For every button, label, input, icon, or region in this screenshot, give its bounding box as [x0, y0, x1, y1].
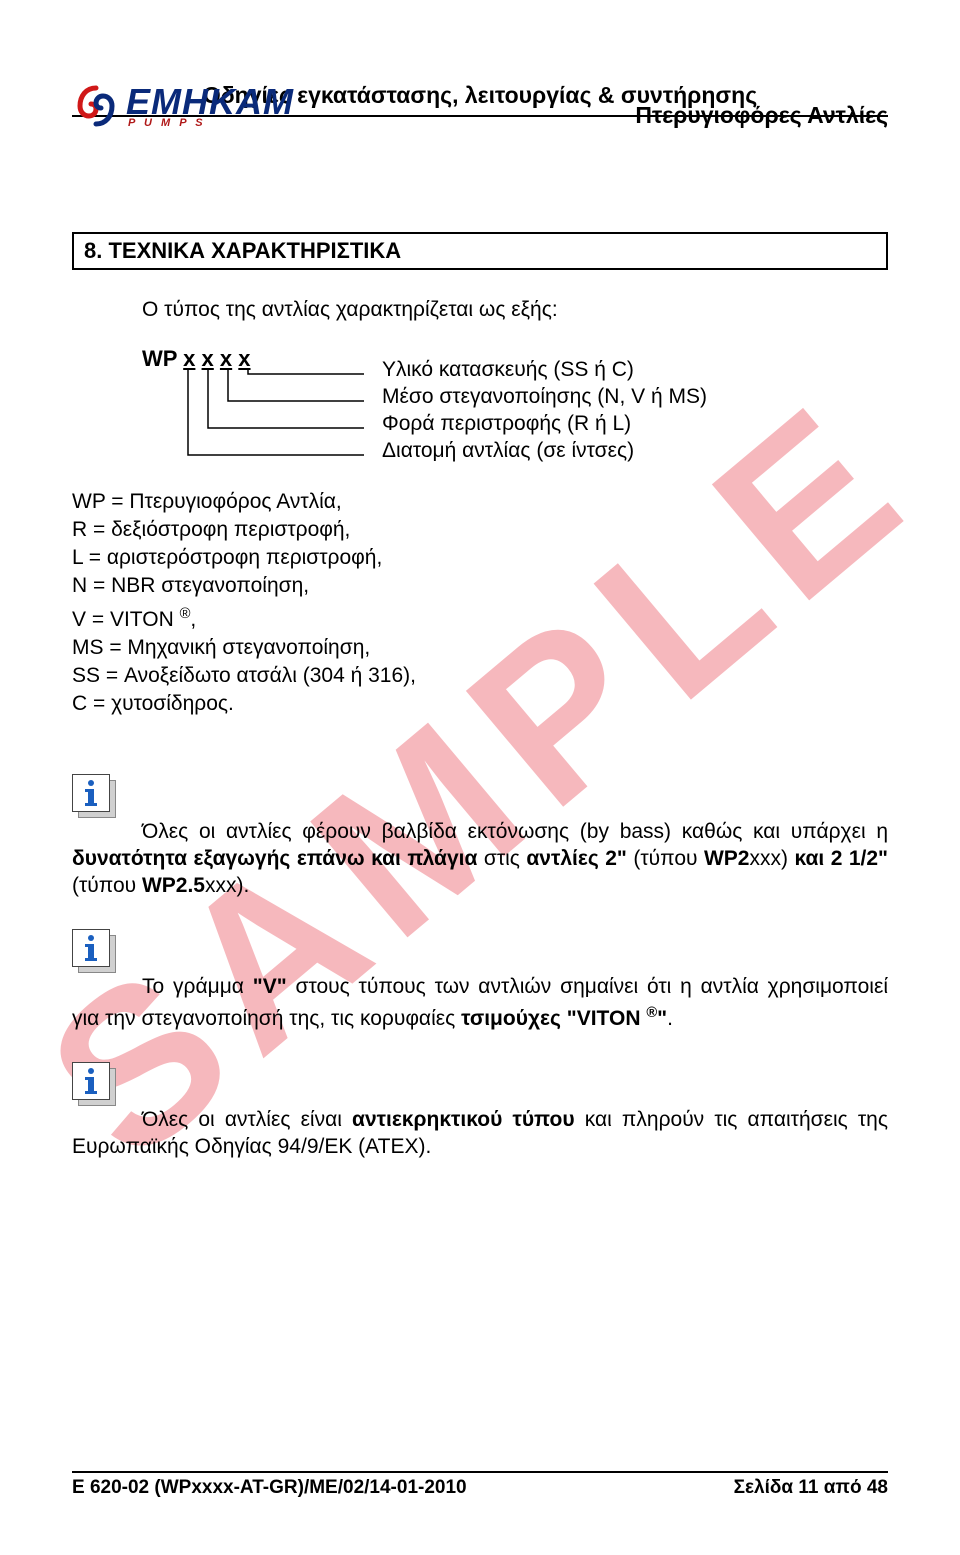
type-diagram: WP x x x x	[142, 346, 888, 476]
info-icon	[72, 774, 116, 818]
footer: E 620-02 (WPxxxx-AT-GR)/ME/02/14-01-2010…	[72, 1471, 888, 1499]
type-bracket-lines	[184, 368, 384, 488]
section-title-box: 8. ΤΕΧΝΙΚΑ ΧΑΡΑΚΤΗΡΙΣΤΙΚΑ	[72, 232, 888, 270]
info-glyph-icon	[82, 1067, 100, 1095]
header-title-right: Πτερυγιοφόρες Αντλίες	[635, 102, 888, 129]
logo-main: EMHKAM	[126, 84, 294, 120]
def-row: R = δεξιόστροφη περιστροφή,	[72, 516, 888, 544]
info-icon	[72, 1062, 116, 1106]
header: EMHKAM P U M P S Πτερυγιοφόρες Αντλίες Ο…	[72, 82, 888, 178]
def-row: L = αριστερόστροφη περιστροφή,	[72, 544, 888, 572]
def-row: C = χυτοσίδηρος.	[72, 690, 888, 718]
def-row: V = VITON ®,	[72, 600, 888, 634]
def-row: SS = Ανοξείδωτο ατσάλι (304 ή 316),	[72, 662, 888, 690]
info-text-2: Το γράμμα "V" στους τύπους των αντλιών σ…	[72, 973, 888, 1032]
def-row: N = NBR στεγανοποίηση,	[72, 572, 888, 600]
footer-left: E 620-02 (WPxxxx-AT-GR)/ME/02/14-01-2010	[72, 1477, 467, 1499]
logo-swirl-icon	[72, 82, 120, 130]
section-title: 8. ΤΕΧΝΙΚΑ ΧΑΡΑΚΤΗΡΙΣΤΙΚΑ	[84, 238, 401, 263]
type-label-4: Διατομή αντλίας (σε ίντσες)	[382, 437, 707, 464]
logo-text: EMHKAM P U M P S	[126, 84, 294, 129]
info-html-1: Όλες οι αντλίες φέρουν βαλβίδα εκτόνωσης…	[72, 820, 888, 897]
type-label-1: Υλικό κατασκευής (SS ή C)	[382, 356, 707, 383]
content: 8. ΤΕΧΝΙΚΑ ΧΑΡΑΚΤΗΡΙΣΤΙΚΑ Ο τύπος της αν…	[72, 232, 888, 1160]
swirl-blue	[96, 96, 112, 124]
info-text-3: Όλες οι αντλίες είναι αντιεκρηκτικού τύπ…	[72, 1106, 888, 1160]
info-html-2: Το γράμμα "V" στους τύπους των αντλιών σ…	[72, 975, 888, 1030]
info-icon	[72, 929, 116, 973]
type-labels: Υλικό κατασκευής (SS ή C) Μέσο στεγανοπο…	[382, 356, 707, 464]
type-prefix: WP	[142, 346, 177, 371]
type-label-2: Μέσο στεγανοποίησης (N, V ή MS)	[382, 383, 707, 410]
logo: EMHKAM P U M P S	[72, 82, 294, 130]
footer-rule	[72, 1471, 888, 1473]
info-glyph-icon	[82, 779, 100, 807]
type-label-3: Φορά περιστροφής (R ή L)	[382, 410, 707, 437]
logo-sub: P U M P S	[128, 118, 294, 129]
def-row: WP = Πτερυγιοφόρος Αντλία,	[72, 488, 888, 516]
info-block-3: Όλες οι αντλίες είναι αντιεκρηκτικού τύπ…	[72, 1106, 888, 1160]
info-block-1: Όλες οι αντλίες φέρουν βαλβίδα εκτόνωσης…	[72, 818, 888, 899]
definitions: WP = Πτερυγιοφόρος Αντλία, R = δεξιόστρο…	[72, 488, 888, 718]
page: SAMPLE EMHKAM P U M P S Πτερυγιοφόρες Αν…	[0, 0, 960, 1555]
def-row: MS = Μηχανική στεγανοποίηση,	[72, 634, 888, 662]
info-text-1: Όλες οι αντλίες φέρουν βαλβίδα εκτόνωσης…	[72, 818, 888, 899]
footer-right: Σελίδα 11 από 48	[734, 1477, 888, 1499]
info-html-3: Όλες οι αντλίες είναι αντιεκρηκτικού τύπ…	[72, 1108, 888, 1158]
intro-text: Ο τύπος της αντλίας χαρακτηρίζεται ως εξ…	[142, 298, 888, 322]
info-block-2: Το γράμμα "V" στους τύπους των αντλιών σ…	[72, 973, 888, 1032]
info-glyph-icon	[82, 934, 100, 962]
